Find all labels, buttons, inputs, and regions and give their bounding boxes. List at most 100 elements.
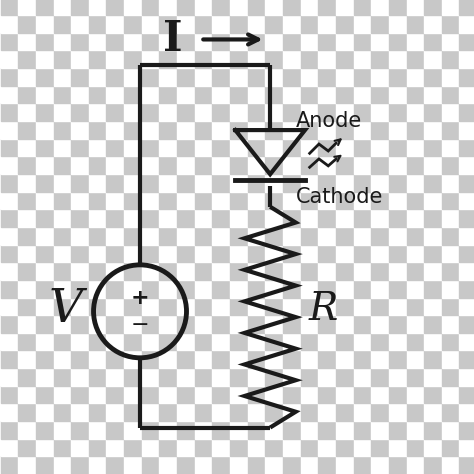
Bar bbox=[124, 368, 142, 386]
Bar bbox=[389, 368, 407, 386]
Bar bbox=[407, 209, 424, 227]
Bar bbox=[230, 50, 248, 68]
Bar bbox=[407, 86, 424, 103]
Bar bbox=[36, 103, 54, 121]
Bar bbox=[212, 174, 230, 191]
Bar bbox=[354, 33, 371, 50]
Bar bbox=[371, 315, 389, 333]
Bar bbox=[107, 227, 124, 245]
Bar bbox=[36, 50, 54, 68]
Bar bbox=[442, 333, 459, 350]
Bar bbox=[177, 103, 195, 121]
Bar bbox=[71, 156, 89, 174]
Bar bbox=[265, 86, 283, 103]
Bar bbox=[230, 86, 248, 103]
Bar bbox=[107, 33, 124, 50]
Bar bbox=[107, 103, 124, 121]
Bar bbox=[283, 350, 301, 368]
Bar bbox=[354, 315, 371, 333]
Bar bbox=[195, 421, 212, 439]
Bar bbox=[212, 280, 230, 298]
Bar bbox=[142, 333, 159, 350]
Bar bbox=[159, 86, 177, 103]
Bar bbox=[248, 315, 265, 333]
Bar bbox=[407, 298, 424, 315]
Bar bbox=[212, 315, 230, 333]
Bar bbox=[318, 103, 336, 121]
Bar bbox=[142, 139, 159, 156]
Bar bbox=[248, 439, 265, 456]
Bar bbox=[265, 139, 283, 156]
Bar bbox=[336, 245, 354, 262]
Bar bbox=[442, 139, 459, 156]
Text: −: − bbox=[131, 315, 149, 335]
Bar bbox=[301, 245, 318, 262]
Bar bbox=[54, 103, 71, 121]
Bar bbox=[89, 439, 107, 456]
Bar bbox=[159, 139, 177, 156]
Bar bbox=[212, 421, 230, 439]
Bar bbox=[36, 439, 54, 456]
Bar bbox=[18, 50, 36, 68]
Bar bbox=[354, 262, 371, 280]
Bar bbox=[71, 50, 89, 68]
Bar bbox=[142, 227, 159, 245]
Bar bbox=[371, 298, 389, 315]
Bar bbox=[107, 333, 124, 350]
Bar bbox=[442, 262, 459, 280]
Bar bbox=[442, 103, 459, 121]
Bar bbox=[301, 262, 318, 280]
Bar bbox=[318, 262, 336, 280]
Bar bbox=[265, 350, 283, 368]
Bar bbox=[177, 191, 195, 209]
Bar bbox=[424, 174, 442, 191]
Bar bbox=[177, 156, 195, 174]
Bar bbox=[336, 50, 354, 68]
Bar bbox=[159, 403, 177, 421]
Bar bbox=[283, 262, 301, 280]
Bar bbox=[71, 68, 89, 86]
Bar bbox=[424, 456, 442, 474]
Bar bbox=[301, 315, 318, 333]
Bar bbox=[36, 209, 54, 227]
Bar bbox=[371, 333, 389, 350]
Bar bbox=[54, 86, 71, 103]
Bar bbox=[0, 439, 18, 456]
Bar bbox=[195, 298, 212, 315]
Bar bbox=[142, 350, 159, 368]
Bar bbox=[54, 456, 71, 474]
Bar bbox=[301, 209, 318, 227]
Bar bbox=[159, 350, 177, 368]
Bar bbox=[230, 298, 248, 315]
Bar bbox=[354, 121, 371, 139]
Bar bbox=[142, 439, 159, 456]
Bar bbox=[389, 350, 407, 368]
Bar bbox=[54, 121, 71, 139]
Bar bbox=[318, 209, 336, 227]
Text: Anode: Anode bbox=[296, 111, 362, 131]
Bar bbox=[89, 139, 107, 156]
Bar bbox=[459, 368, 474, 386]
Bar bbox=[265, 333, 283, 350]
Bar bbox=[107, 245, 124, 262]
Bar bbox=[36, 403, 54, 421]
Bar bbox=[424, 439, 442, 456]
Bar bbox=[318, 174, 336, 191]
Bar bbox=[195, 121, 212, 139]
Bar bbox=[36, 227, 54, 245]
Bar bbox=[336, 280, 354, 298]
Bar bbox=[36, 245, 54, 262]
Bar bbox=[124, 315, 142, 333]
Bar bbox=[371, 139, 389, 156]
Bar bbox=[407, 174, 424, 191]
Bar bbox=[18, 368, 36, 386]
Bar bbox=[18, 386, 36, 403]
Bar bbox=[230, 245, 248, 262]
Bar bbox=[336, 68, 354, 86]
Bar bbox=[124, 333, 142, 350]
Bar bbox=[212, 139, 230, 156]
Bar bbox=[212, 50, 230, 68]
Bar bbox=[0, 245, 18, 262]
Bar bbox=[71, 315, 89, 333]
Bar bbox=[18, 262, 36, 280]
